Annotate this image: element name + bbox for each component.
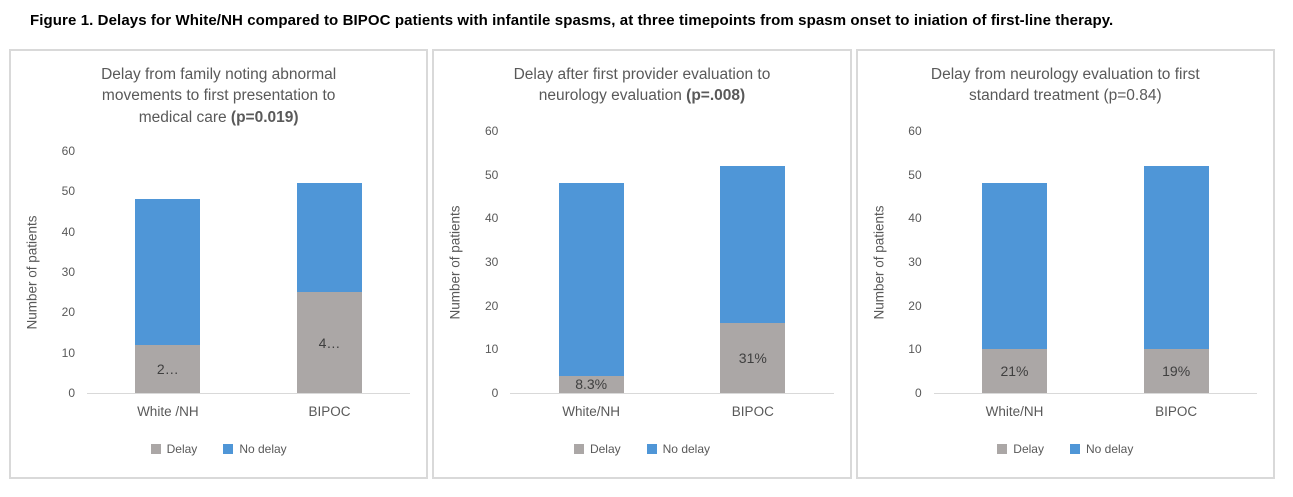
- bar-segment-delay-bipoc: 31%: [720, 323, 786, 393]
- chart-title-text: Delay after first provider evaluation to…: [513, 66, 771, 105]
- legend-label-no-delay: No delay: [239, 442, 287, 456]
- x-axis-label-bipoc: BIPOC: [731, 404, 774, 419]
- bar-bipoc: 19%: [1143, 131, 1209, 393]
- data-label-delay-white-nh: 8.3%: [575, 376, 608, 393]
- bar-segment-no-delay-white-nh: [135, 199, 201, 345]
- x-axis-label-white-nh: White/NH: [562, 404, 621, 419]
- data-label-delay-bipoc: 4…: [318, 334, 341, 351]
- chart-title-pvalue: (p=0.84): [1103, 87, 1162, 105]
- figure-caption: Figure 1. Delays for White/NH compared t…: [30, 12, 1114, 29]
- x-axis-line: [87, 393, 411, 394]
- legend-item-delay: Delay: [150, 442, 198, 456]
- y-tick-40: 40: [908, 211, 922, 226]
- chart-panel-delay-to-treatment: Delay from neurology evaluation to first…: [855, 49, 1275, 479]
- plot-area: Number of patients 0 10 20 30 40 50 60 8.3% Whit…: [448, 124, 834, 419]
- chart-title-pvalue: (p=0.019): [230, 108, 299, 126]
- data-label-delay-bipoc: 19%: [1162, 363, 1191, 380]
- legend-label-delay: Delay: [1013, 442, 1044, 456]
- legend-label-no-delay: No delay: [1085, 442, 1134, 456]
- x-axis-label-white-nh: White/NH: [985, 404, 1044, 419]
- chart-panel-delay-to-neurology: Delay after first provider evaluation to…: [432, 49, 852, 479]
- bar-segment-delay-white-nh: 2…: [135, 344, 201, 393]
- bar-segment-no-delay-bipoc: [720, 165, 786, 324]
- legend: Delay No delay: [434, 442, 849, 456]
- bar-segment-no-delay-bipoc: [296, 183, 362, 293]
- x-axis-label-white-nh: White /NH: [137, 404, 199, 419]
- y-tick-0: 0: [68, 386, 75, 400]
- y-tick-30: 30: [61, 265, 75, 279]
- y-tick-40: 40: [484, 211, 499, 226]
- chart-title-pvalue: (p=.008): [686, 87, 746, 105]
- y-tick-10: 10: [908, 342, 922, 357]
- legend-label-delay: Delay: [166, 442, 198, 456]
- y-tick-40: 40: [61, 224, 75, 239]
- bar-bipoc: 4…: [296, 151, 362, 393]
- y-tick-50: 50: [61, 184, 75, 199]
- legend-item-no-delay: No delay: [646, 442, 711, 456]
- y-tick-30: 30: [908, 255, 922, 269]
- chart-title-text: Delay from neurology evaluation to first…: [930, 66, 1200, 105]
- delay-swatch-icon: [150, 444, 161, 454]
- bar-segment-no-delay-bipoc: [1143, 165, 1209, 350]
- x-axis-line: [933, 393, 1257, 394]
- legend: Delay No delay: [11, 442, 426, 456]
- data-label-delay-white-nh: 2…: [156, 360, 179, 377]
- bar-segment-delay-white-nh: 8.3%: [558, 375, 624, 393]
- legend-item-no-delay: No delay: [1069, 442, 1134, 456]
- bar-white-nh: 8.3%: [558, 131, 624, 393]
- y-tick-30: 30: [484, 255, 499, 269]
- bar-segment-no-delay-white-nh: [981, 183, 1047, 350]
- y-tick-60: 60: [908, 124, 922, 138]
- data-label-delay-bipoc: 31%: [738, 350, 767, 367]
- chart-panels: Delay from family noting abnormal moveme…: [9, 49, 1275, 479]
- delay-swatch-icon: [573, 444, 584, 454]
- x-axis-line: [510, 393, 834, 394]
- y-tick-20: 20: [484, 298, 499, 313]
- bar-bipoc: 31%: [720, 131, 786, 393]
- bar-segment-no-delay-white-nh: [558, 183, 624, 376]
- y-axis-title: Number of patients: [871, 204, 887, 320]
- bar-segment-delay-bipoc: 4…: [296, 292, 362, 393]
- plot-area: Number of patients 0 10 20 30 40 50 60 2… White …: [25, 144, 411, 419]
- bar-segment-delay-white-nh: 21%: [981, 349, 1047, 393]
- chart-title-text: Delay from family noting abnormal moveme…: [101, 66, 337, 126]
- x-axis-label-bipoc: BIPOC: [1155, 404, 1198, 419]
- y-tick-10: 10: [484, 342, 499, 357]
- bar-white-nh: 2…: [135, 151, 201, 393]
- legend: Delay No delay: [858, 442, 1273, 456]
- y-tick-0: 0: [914, 386, 922, 400]
- y-tick-50: 50: [908, 167, 922, 182]
- bar-white-nh: 21%: [981, 131, 1047, 393]
- no-delay-swatch-icon: [223, 444, 234, 454]
- chart-panel-delay-to-medical-care: Delay from family noting abnormal moveme…: [9, 49, 429, 479]
- chart-title: Delay from family noting abnormal moveme…: [76, 64, 361, 128]
- bar-segment-delay-bipoc: 19%: [1143, 349, 1209, 393]
- legend-label-delay: Delay: [589, 442, 621, 456]
- x-axis-label-bipoc: BIPOC: [308, 404, 351, 419]
- chart-title: Delay after first provider evaluation to…: [489, 64, 794, 107]
- chart-title: Delay from neurology evaluation to first…: [915, 64, 1215, 107]
- delay-swatch-icon: [997, 444, 1008, 454]
- legend-item-delay: Delay: [573, 442, 621, 456]
- y-tick-50: 50: [484, 167, 499, 182]
- no-delay-swatch-icon: [1069, 444, 1080, 454]
- y-axis-title: Number of patients: [24, 214, 40, 330]
- plot-area: Number of patients 0 10 20 30 40 50 60 21% White…: [871, 124, 1257, 419]
- y-tick-10: 10: [61, 345, 75, 360]
- no-delay-swatch-icon: [646, 444, 657, 454]
- y-tick-60: 60: [484, 124, 499, 138]
- y-tick-20: 20: [908, 298, 922, 313]
- legend-label-no-delay: No delay: [662, 442, 711, 456]
- data-label-delay-white-nh: 21%: [1000, 363, 1029, 380]
- y-tick-0: 0: [491, 386, 499, 400]
- y-tick-60: 60: [61, 144, 75, 158]
- legend-item-no-delay: No delay: [223, 442, 287, 456]
- y-tick-20: 20: [61, 305, 75, 320]
- legend-item-delay: Delay: [997, 442, 1044, 456]
- y-axis-title: Number of patients: [447, 204, 463, 320]
